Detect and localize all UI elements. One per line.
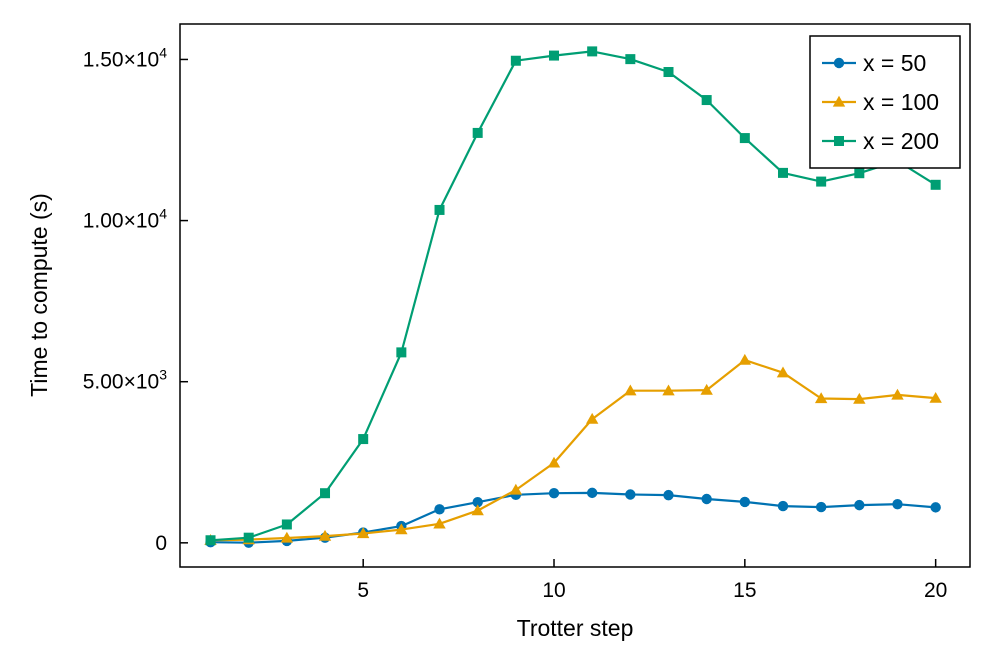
legend-marker <box>832 95 846 107</box>
data-point <box>586 487 598 499</box>
y-tick-label: 1.50×104 <box>83 44 168 71</box>
data-point <box>280 531 294 543</box>
x-tick-label: 20 <box>924 579 947 602</box>
data-point <box>396 347 407 358</box>
data-point <box>930 502 941 513</box>
data-point <box>701 95 712 106</box>
x-axis-ticks: 5 10 15 20 <box>357 559 947 602</box>
data-point <box>853 392 866 404</box>
data-point <box>624 384 637 396</box>
data-point <box>205 535 216 546</box>
data-point <box>434 204 445 215</box>
y-tick-label: 1.00×104 <box>83 206 168 233</box>
legend: x = 50 x = 100 x = 200 <box>809 35 961 169</box>
series-line <box>210 50 937 542</box>
data-point <box>625 54 636 65</box>
data-point <box>776 366 790 378</box>
data-point <box>701 493 712 505</box>
legend-marker <box>833 57 845 69</box>
data-point <box>243 532 254 543</box>
data-point <box>663 67 674 78</box>
x-tick-label: 15 <box>733 579 756 602</box>
series-line <box>210 491 936 544</box>
series-3 <box>205 46 941 546</box>
data-point <box>891 388 904 400</box>
legend-item: x = 200 <box>822 128 939 154</box>
data-point <box>471 504 484 516</box>
data-point <box>510 55 521 66</box>
data-point <box>549 50 560 61</box>
data-point <box>663 489 674 501</box>
data-point <box>854 499 865 511</box>
series-line <box>210 359 936 542</box>
data-point <box>777 167 788 178</box>
data-point <box>930 179 941 190</box>
data-point <box>739 496 751 508</box>
x-axis-label: Trotter step <box>517 615 634 641</box>
series-layer <box>204 46 942 548</box>
data-point <box>700 383 713 395</box>
legend-label: x = 100 <box>863 89 939 115</box>
plot-area-frame <box>179 23 971 568</box>
y-axis-ticks: 0 5.00×103 1.00×104 1.50×104 <box>83 44 188 555</box>
data-point <box>739 133 750 144</box>
data-point <box>929 391 942 403</box>
data-point <box>509 483 523 495</box>
data-point <box>395 523 408 535</box>
data-point <box>777 500 789 512</box>
data-point <box>472 127 483 138</box>
x-tick-label: 5 <box>357 579 369 602</box>
data-point <box>816 176 827 187</box>
data-point <box>548 488 560 499</box>
legend-label: x = 200 <box>863 128 939 154</box>
data-point <box>547 456 561 468</box>
x-tick-label: 10 <box>542 579 565 602</box>
legend-label: x = 50 <box>863 50 926 76</box>
data-point <box>281 519 292 530</box>
legend-item: x = 100 <box>822 89 939 115</box>
data-point <box>815 501 827 513</box>
data-point <box>854 168 865 179</box>
data-point <box>433 517 446 529</box>
data-point <box>892 498 903 510</box>
data-point <box>358 434 369 445</box>
data-point <box>585 412 599 424</box>
data-point <box>472 497 483 508</box>
data-point <box>320 488 331 499</box>
data-point <box>738 353 752 365</box>
y-tick-label: 5.00×103 <box>83 367 168 394</box>
data-point <box>587 46 598 57</box>
data-point <box>814 392 828 404</box>
legend-marker <box>834 136 844 146</box>
data-point <box>356 527 370 539</box>
data-point <box>434 504 445 515</box>
data-point <box>318 529 332 541</box>
data-point <box>662 384 675 396</box>
y-tick-label: 0 <box>155 532 167 555</box>
y-axis-label: Time to compute (s) <box>26 193 52 397</box>
data-point <box>625 489 636 500</box>
legend-item: x = 50 <box>822 50 926 76</box>
